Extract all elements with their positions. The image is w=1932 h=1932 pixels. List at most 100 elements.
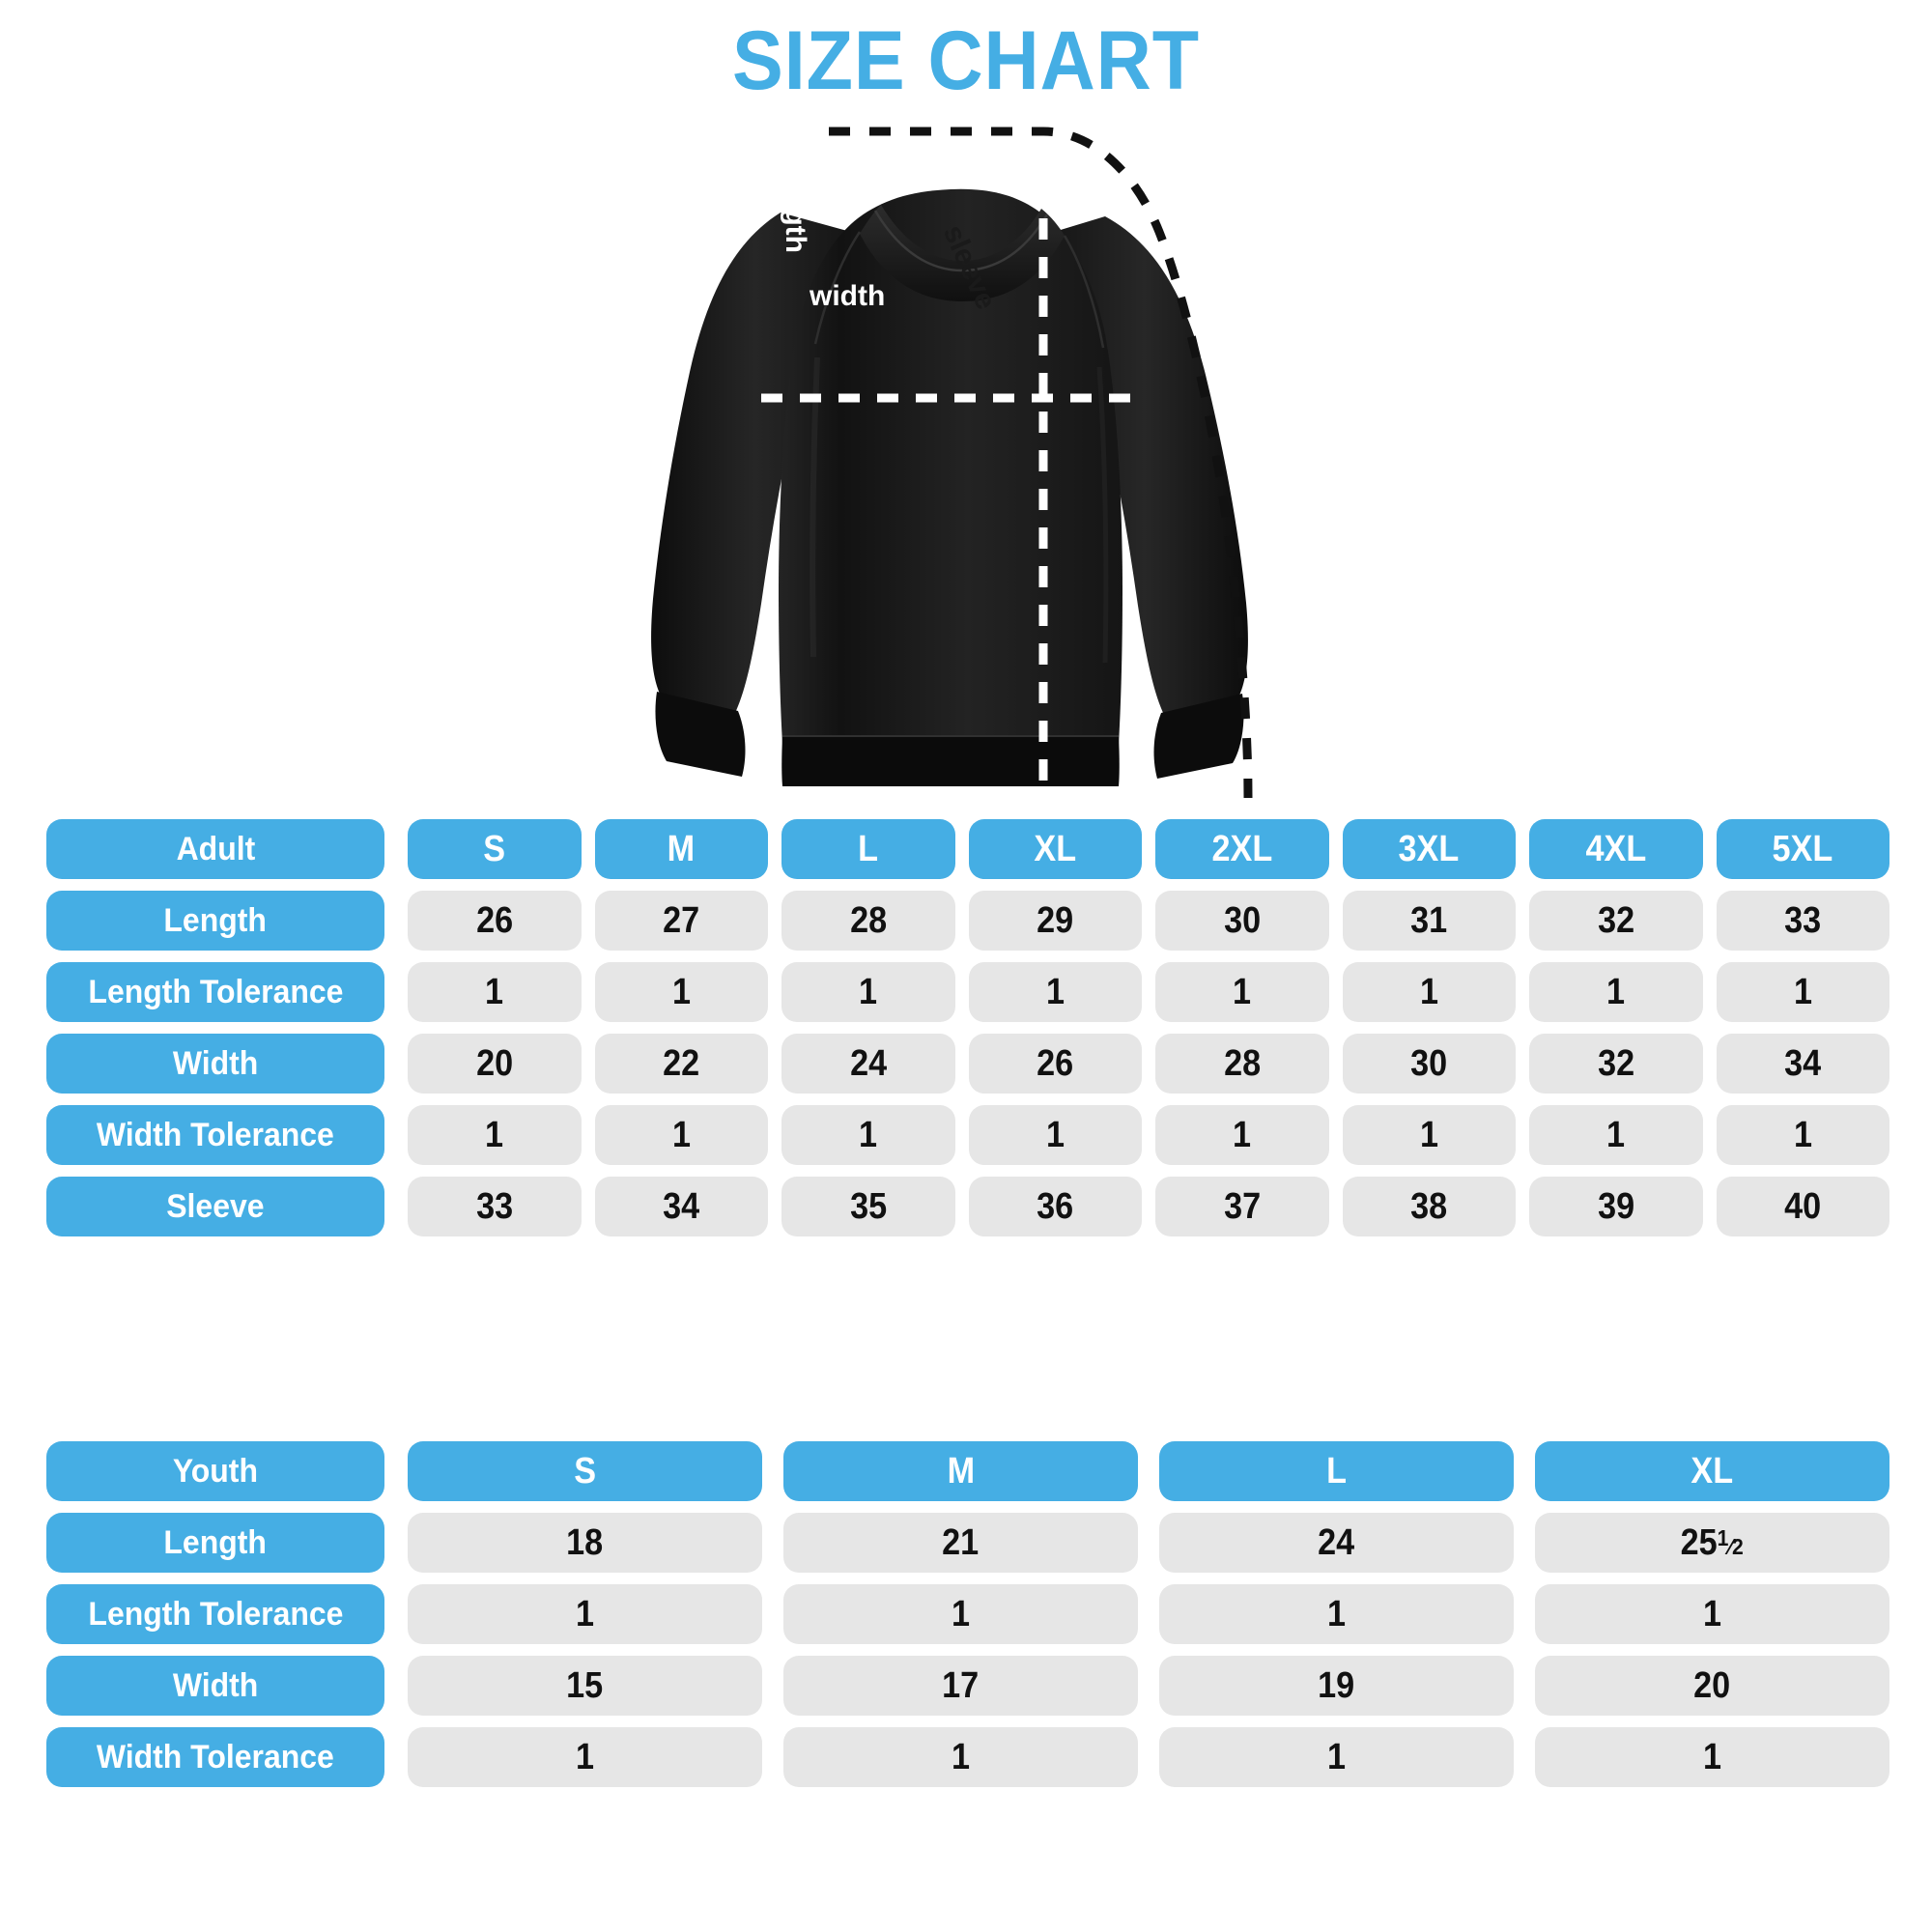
adult-row-length: Length 26 27 28 29 30 31 32 33 <box>46 891 1889 951</box>
table-cell: 1 <box>1716 962 1889 1022</box>
table-cell: 37 <box>1155 1177 1329 1236</box>
table-cell: 27 <box>594 891 768 951</box>
right-shoulder-seam <box>1063 235 1105 349</box>
adult-row-label-length-tolerance: Length Tolerance <box>46 962 384 1022</box>
table-cell: 39 <box>1529 1177 1703 1236</box>
adult-row-label-width-tolerance: Width Tolerance <box>46 1105 384 1165</box>
table-cell: 24 <box>1159 1513 1514 1573</box>
table-cell: 1 <box>1716 1105 1889 1165</box>
adult-row-label-sleeve: Sleeve <box>46 1177 384 1236</box>
youth-size-header-l: L <box>1159 1441 1514 1501</box>
table-cell: 28 <box>781 891 955 951</box>
table-cell: 1 <box>783 1584 1138 1644</box>
table-cell: 28 <box>1155 1034 1329 1094</box>
table-cell: 21 <box>783 1513 1138 1573</box>
adult-table-title: Adult <box>46 819 384 879</box>
table-cell: 1 <box>1155 1105 1329 1165</box>
table-cell: 26 <box>408 891 582 951</box>
table-cell: 36 <box>968 1177 1142 1236</box>
table-cell: 20 <box>1535 1656 1889 1716</box>
table-cell: 1 <box>594 1105 768 1165</box>
table-cell: 1 <box>781 962 955 1022</box>
right-cuff <box>1153 694 1244 779</box>
table-cell: 33 <box>408 1177 582 1236</box>
table-cell: 33 <box>1716 891 1889 951</box>
table-cell: 19 <box>1159 1656 1514 1716</box>
adult-size-header-s: S <box>408 819 582 879</box>
table-cell: 1 <box>1342 962 1516 1022</box>
youth-row-width-tolerance: Width Tolerance 1 1 1 1 <box>46 1727 1889 1787</box>
table-cell: 1 <box>783 1727 1138 1787</box>
table-cell: 1 <box>968 962 1142 1022</box>
youth-size-header-m: M <box>783 1441 1138 1501</box>
adult-row-label-width: Width <box>46 1034 384 1094</box>
youth-row-label-width: Width <box>46 1656 384 1716</box>
collar <box>860 205 1065 301</box>
table-cell: 15 <box>408 1656 762 1716</box>
adult-row-length-tolerance: Length Tolerance 1 1 1 1 1 1 1 1 <box>46 962 1889 1022</box>
sweatshirt-svg <box>651 127 1253 799</box>
youth-header-row: Youth S M L XL <box>46 1441 1889 1501</box>
table-cell: 30 <box>1342 1034 1516 1094</box>
hem-band <box>781 736 1120 786</box>
adult-size-table: Adult S M L XL 2XL 3XL 4XL 5XL Length 26… <box>46 819 1889 1236</box>
table-cell: 1 <box>1159 1584 1514 1644</box>
fabric-fold-right <box>1096 366 1109 664</box>
adult-size-header-l: L <box>781 819 955 879</box>
table-cell: 1 <box>1155 962 1329 1022</box>
youth-table-title: Youth <box>46 1441 384 1501</box>
table-cell: 1 <box>594 962 768 1022</box>
table-cell: 32 <box>1529 891 1703 951</box>
table-cell: 1 <box>1535 1727 1889 1787</box>
table-cell: 35 <box>781 1177 955 1236</box>
table-cell: 1 <box>968 1105 1142 1165</box>
adult-size-header-2xl: 2XL <box>1155 819 1329 879</box>
adult-row-width-tolerance: Width Tolerance 1 1 1 1 1 1 1 1 <box>46 1105 1889 1165</box>
table-cell: 34 <box>1716 1034 1889 1094</box>
adult-row-width: Width 20 22 24 26 28 30 32 34 <box>46 1034 1889 1094</box>
adult-row-label-length: Length <box>46 891 384 951</box>
table-cell: 1 <box>1159 1727 1514 1787</box>
table-cell: 1 <box>1535 1584 1889 1644</box>
youth-row-width: Width 15 17 19 20 <box>46 1656 1889 1716</box>
table-cell: 1 <box>1342 1105 1516 1165</box>
adult-row-sleeve: Sleeve 33 34 35 36 37 38 39 40 <box>46 1177 1889 1236</box>
table-cell: 20 <box>408 1034 582 1094</box>
collar-seam <box>873 210 1049 272</box>
table-cell: 1 <box>408 1584 762 1644</box>
table-cell: 22 <box>594 1034 768 1094</box>
adult-header-row: Adult S M L XL 2XL 3XL 4XL 5XL <box>46 819 1889 879</box>
youth-row-label-length: Length <box>46 1513 384 1573</box>
adult-size-header-5xl: 5XL <box>1716 819 1889 879</box>
youth-row-length-tolerance: Length Tolerance 1 1 1 1 <box>46 1584 1889 1644</box>
table-cell: 17 <box>783 1656 1138 1716</box>
adult-size-header-xl: XL <box>968 819 1142 879</box>
youth-size-header-xl: XL <box>1535 1441 1889 1501</box>
table-cell: 18 <box>408 1513 762 1573</box>
table-cell: 1 <box>1529 1105 1703 1165</box>
adult-size-header-4xl: 4XL <box>1529 819 1703 879</box>
table-cell: 1 <box>408 1105 582 1165</box>
table-cell: 26 <box>968 1034 1142 1094</box>
garment-illustration: width length sleeve <box>618 116 1333 811</box>
table-cell: 1 <box>1529 962 1703 1022</box>
body <box>779 188 1122 744</box>
fabric-fold-left <box>810 356 820 658</box>
youth-row-label-length-tolerance: Length Tolerance <box>46 1584 384 1644</box>
table-cell: 30 <box>1155 891 1329 951</box>
youth-size-table: Youth S M L XL Length 18 21 24 251⁄2 Len… <box>46 1441 1889 1787</box>
table-cell: 1 <box>408 1727 762 1787</box>
table-cell: 29 <box>968 891 1142 951</box>
table-cell: 31 <box>1342 891 1516 951</box>
adult-size-header-m: M <box>594 819 768 879</box>
table-cell: 32 <box>1529 1034 1703 1094</box>
youth-size-header-s: S <box>408 1441 762 1501</box>
table-cell: 251⁄2 <box>1535 1513 1889 1573</box>
table-cell: 34 <box>594 1177 768 1236</box>
sleeve-guide-line <box>829 127 1253 799</box>
adult-size-header-3xl: 3XL <box>1342 819 1516 879</box>
left-shoulder-seam <box>813 231 862 345</box>
table-cell: 24 <box>781 1034 955 1094</box>
youth-row-label-width-tolerance: Width Tolerance <box>46 1727 384 1787</box>
